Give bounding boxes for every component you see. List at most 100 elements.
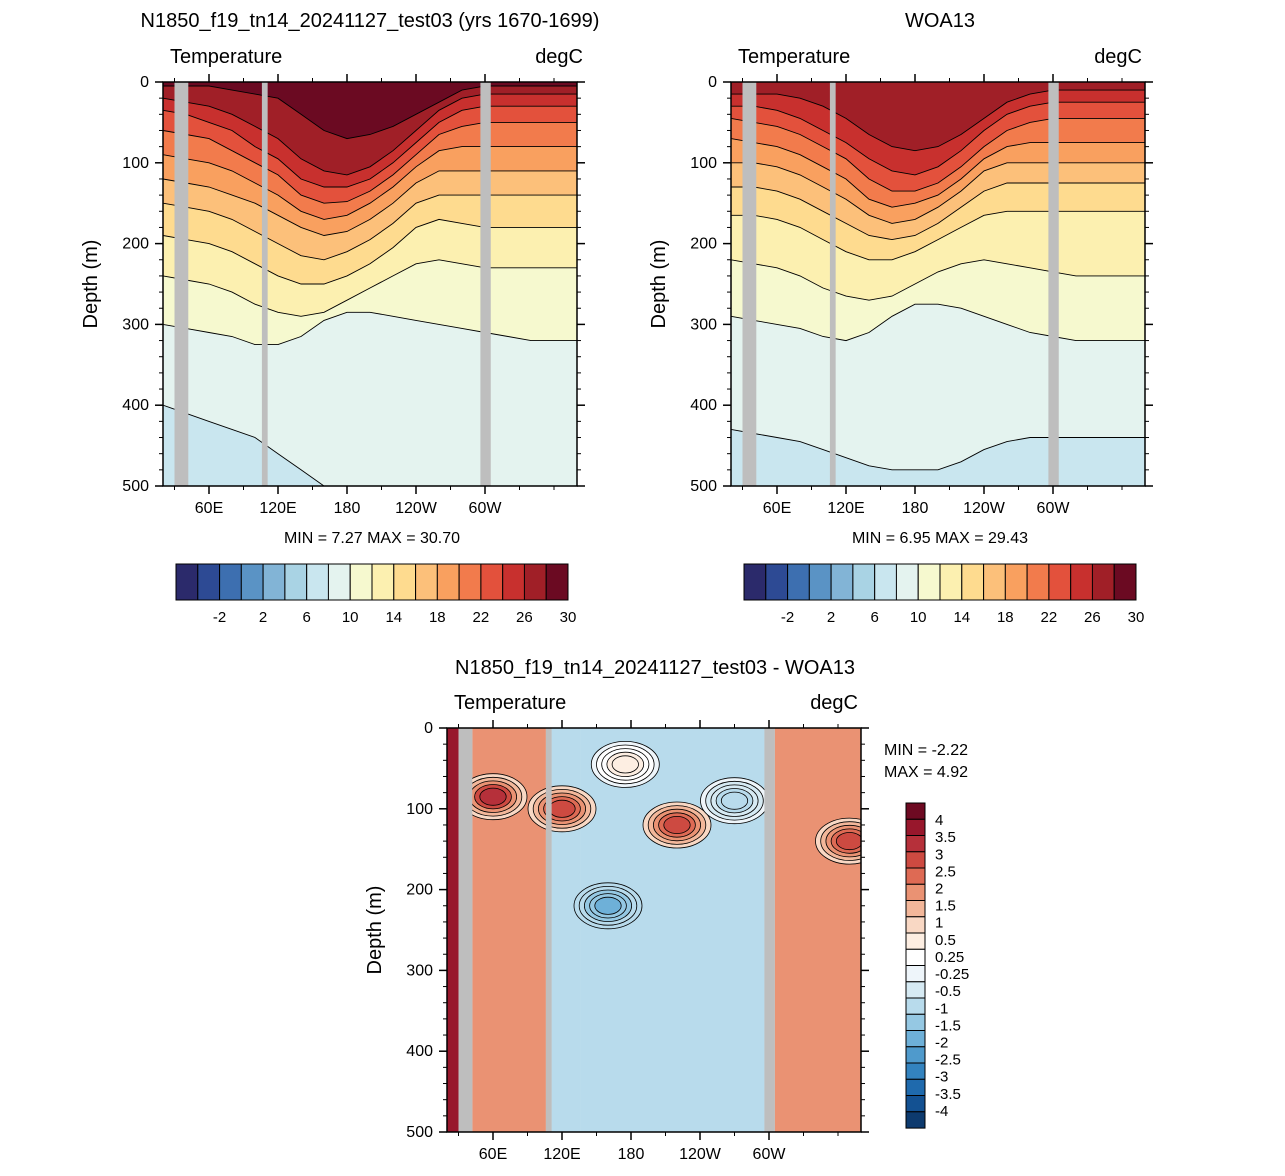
land-mask-strip xyxy=(829,82,836,486)
x-tick-label: 180 xyxy=(902,500,929,517)
field-region xyxy=(774,728,861,1132)
x-tick-label: 120E xyxy=(543,1146,580,1163)
colorbar-box xyxy=(197,563,221,601)
colorbar-box xyxy=(240,563,264,601)
panel-difference: N1850_f19_tn14_20241127_test03 - WOA13 T… xyxy=(364,657,969,1163)
colorbar-box xyxy=(905,981,926,999)
colorbar-box xyxy=(905,997,926,1015)
colorbar-label: -1.5 xyxy=(935,1017,961,1034)
land-mask-strip xyxy=(1048,82,1059,486)
colorbar-box xyxy=(852,563,876,601)
colorbar-box xyxy=(480,563,504,601)
variable-label: Temperature xyxy=(454,692,566,714)
colorbar-box xyxy=(905,916,926,934)
colorbar-box xyxy=(1070,563,1093,601)
y-tick-label: 300 xyxy=(406,962,433,979)
colorbar-box xyxy=(905,1062,926,1080)
plot-frame xyxy=(446,727,862,1133)
min-text: MIN = -2.22 xyxy=(884,742,968,759)
y-tick-label: 100 xyxy=(122,155,149,172)
plot-frame xyxy=(730,81,1146,487)
min-max-text: MIN = 7.27 MAX = 30.70 xyxy=(284,530,460,547)
x-tick-label: 120E xyxy=(827,500,864,517)
axes: 0 100 200 300 400 500 60E 120E 180 120W 60W xyxy=(690,74,1153,517)
colorbar-label: -4 xyxy=(935,1103,948,1120)
colorbar-box xyxy=(327,563,351,601)
x-tick-label: 120W xyxy=(679,1146,722,1163)
panel-title: N1850_f19_tn14_20241127_test03 (yrs 1670… xyxy=(141,10,600,32)
colorbar-label: -3 xyxy=(935,1069,948,1086)
colorbar-box xyxy=(523,563,547,601)
panel-title: WOA13 xyxy=(905,10,975,32)
x-tick-label: 60W xyxy=(1037,500,1071,517)
colorbar-label: 22 xyxy=(1041,609,1058,626)
anomaly-contour xyxy=(835,832,861,851)
difference-field xyxy=(447,728,861,1132)
plot-area xyxy=(731,82,1145,486)
colorbar-box xyxy=(905,1111,926,1129)
y-tick-label: 200 xyxy=(690,236,717,253)
land-mask-strip xyxy=(480,82,491,486)
colorbar-label: 2 xyxy=(935,881,943,898)
colorbar-label: 10 xyxy=(910,609,927,626)
panel-title: N1850_f19_tn14_20241127_test03 - WOA13 xyxy=(455,657,855,679)
colorbar-box xyxy=(1026,563,1050,601)
colorbar-label: 2 xyxy=(827,609,835,626)
y-tick-label: 200 xyxy=(122,236,149,253)
colorbar-label: 2 xyxy=(259,609,267,626)
land-mask xyxy=(742,82,1059,486)
colorbar-label: -2 xyxy=(935,1035,948,1052)
y-tick-label: 100 xyxy=(690,155,717,172)
contour-layers xyxy=(163,82,577,486)
anomaly-contour xyxy=(611,755,639,774)
y-axis-label: Depth (m) xyxy=(364,886,386,975)
colorbar-box xyxy=(905,1046,926,1064)
colorbar-box xyxy=(306,563,330,601)
colorbar-label: 10 xyxy=(342,609,359,626)
colorbar-box xyxy=(436,563,460,601)
colorbar-box xyxy=(874,563,898,601)
plot-area xyxy=(447,728,861,1132)
colorbar-label: 0.25 xyxy=(935,949,964,966)
y-tick-label: 500 xyxy=(406,1124,433,1141)
colorbar-box xyxy=(939,563,963,601)
colorbar-vertical: 43.532.521.510.50.25-0.25-0.5-1-1.5-2-2.… xyxy=(905,802,969,1129)
colorbar-label: -2 xyxy=(213,609,226,626)
colorbar-box xyxy=(545,563,569,601)
land-mask-strip xyxy=(458,728,473,1132)
colorbar-box xyxy=(905,932,926,950)
plot-frame xyxy=(162,81,578,487)
colorbar-label: 26 xyxy=(1084,609,1101,626)
colorbar-box xyxy=(808,563,832,601)
colorbar-label: 0.5 xyxy=(935,932,956,949)
colorbar-label: -2.5 xyxy=(935,1052,961,1069)
colorbar-label: -2 xyxy=(781,609,794,626)
field-region xyxy=(447,728,459,1132)
colorbar-label: 1.5 xyxy=(935,898,956,915)
y-tick-label: 0 xyxy=(424,720,433,737)
colorbar-box xyxy=(905,818,926,837)
variable-label: Temperature xyxy=(738,46,850,68)
colorbar-box xyxy=(905,1095,926,1113)
colorbar-box xyxy=(458,563,482,601)
land-mask-strip xyxy=(764,728,775,1132)
colorbar-box xyxy=(905,802,926,820)
colorbar-label: 4 xyxy=(935,812,943,829)
panel-observations: WOA13 Temperature degC 0 100 200 300 400 500 6… xyxy=(648,10,1153,626)
y-axis-label: Depth (m) xyxy=(80,240,102,329)
colorbar-box xyxy=(961,563,985,601)
axes: 0 100 200 300 400 500 60E 120E 180 120W 60W xyxy=(122,74,585,517)
y-tick-label: 200 xyxy=(406,882,433,899)
colorbar-box xyxy=(983,563,1006,601)
colorbar-box xyxy=(905,948,926,967)
colorbar-box xyxy=(393,563,417,601)
colorbar-box xyxy=(502,563,526,601)
y-tick-label: 500 xyxy=(122,478,149,495)
anomaly-contour xyxy=(548,799,576,818)
land-mask-strip xyxy=(174,82,189,486)
colorbar-box xyxy=(371,563,395,601)
anomaly-contour xyxy=(720,791,749,810)
axes: 0 100 200 300 400 500 60E 120E 180 120W 60W xyxy=(406,720,869,1163)
y-tick-label: 0 xyxy=(708,74,717,91)
